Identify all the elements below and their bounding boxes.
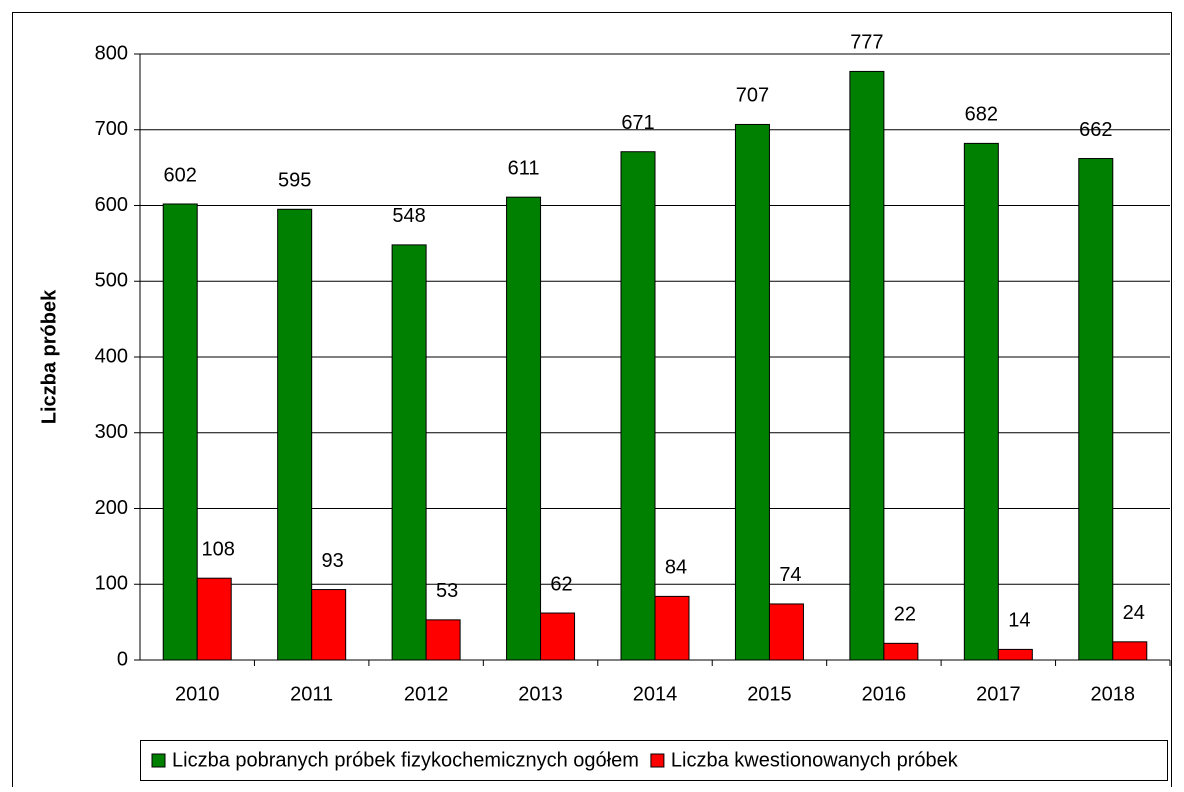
data-label: 24 <box>1123 602 1145 624</box>
bar <box>196 577 232 661</box>
bar <box>963 142 999 661</box>
bar <box>734 123 770 661</box>
y-tick-label: 500 <box>95 270 128 292</box>
data-label: 22 <box>894 604 916 626</box>
bar <box>1078 158 1114 661</box>
bar <box>997 648 1033 661</box>
y-tick-label: 200 <box>95 497 128 519</box>
x-tick-label: 2012 <box>404 683 449 705</box>
bar <box>162 203 198 661</box>
bar <box>1112 641 1148 661</box>
data-label: 108 <box>202 538 235 560</box>
data-label: 548 <box>392 205 425 227</box>
x-tick-label: 2017 <box>976 683 1021 705</box>
bar <box>425 619 461 661</box>
legend-label: Liczba kwestionowanych próbek <box>671 749 959 771</box>
bar <box>768 603 804 661</box>
bar <box>849 70 885 661</box>
data-label: 602 <box>164 164 197 186</box>
y-tick-label: 400 <box>95 345 128 367</box>
bar <box>311 589 347 661</box>
legend-swatch <box>650 753 665 768</box>
x-tick-label: 2016 <box>862 683 907 705</box>
data-label: 662 <box>1079 119 1112 141</box>
data-label: 74 <box>779 564 801 586</box>
legend-label: Liczba pobranych próbek fizykochemicznyc… <box>172 749 639 771</box>
bar <box>540 612 576 661</box>
x-tick-label: 2013 <box>518 683 563 705</box>
x-tick-label: 2010 <box>175 683 220 705</box>
data-label: 93 <box>322 550 344 572</box>
bar <box>620 151 656 661</box>
bar <box>654 595 690 661</box>
data-label: 62 <box>550 573 572 595</box>
data-label: 671 <box>621 112 654 134</box>
y-tick-label: 300 <box>95 421 128 443</box>
data-label: 682 <box>965 104 998 126</box>
x-tick-label: 2015 <box>747 683 792 705</box>
data-label: 595 <box>278 170 311 192</box>
x-tick-label: 2014 <box>633 683 678 705</box>
y-axis-label: Liczba próbek <box>38 289 60 424</box>
y-tick-label: 100 <box>95 573 128 595</box>
y-tick-label: 800 <box>95 42 128 64</box>
data-label: 53 <box>436 580 458 602</box>
data-label: 14 <box>1008 610 1030 632</box>
legend-swatch <box>151 753 166 768</box>
bar <box>277 208 313 661</box>
bar <box>506 196 542 661</box>
bar <box>391 244 427 661</box>
y-tick-label: 0 <box>117 648 128 670</box>
data-label: 777 <box>850 32 883 54</box>
y-tick-label: 700 <box>95 118 128 140</box>
data-label: 84 <box>665 557 687 579</box>
x-tick-label: 2018 <box>1091 683 1136 705</box>
data-label: 707 <box>736 85 769 107</box>
x-tick-label: 2011 <box>290 683 333 705</box>
y-tick-label: 600 <box>95 194 128 216</box>
bar <box>883 642 919 661</box>
data-label: 611 <box>508 157 540 179</box>
